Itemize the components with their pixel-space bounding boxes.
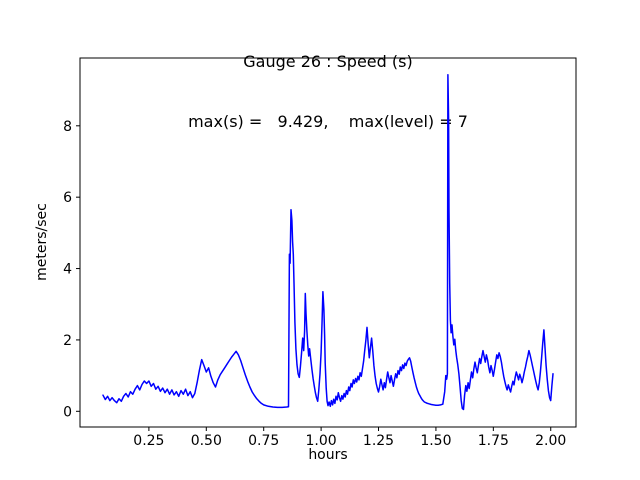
x-axis-label: hours: [308, 447, 348, 463]
x-tick-label: 1.25: [363, 433, 394, 449]
x-tick-label: 0.50: [191, 433, 222, 449]
x-tick-label: 0.75: [248, 433, 279, 449]
chart-title: Gauge 26 : Speed (s): [243, 52, 413, 71]
x-tick-label: 1.75: [478, 433, 509, 449]
y-tick-label: 6: [63, 190, 72, 206]
x-tick-label: 2.00: [535, 433, 566, 449]
chart-subtitle: max(s) = 9.429, max(level) = 7: [188, 112, 468, 131]
y-tick-label: 8: [63, 119, 72, 135]
x-tick-label: 1.00: [306, 433, 337, 449]
y-tick-label: 0: [63, 404, 72, 420]
speed-line: [102, 74, 554, 411]
y-tick-label: 4: [63, 262, 72, 278]
y-tick-label: 2: [63, 333, 72, 349]
plot-border: [79, 57, 577, 428]
title-block: Gauge 26 : Speed (s) max(s) = 9.429, max…: [80, 12, 576, 172]
x-tick-label: 1.50: [420, 433, 451, 449]
x-tick-label: 0.25: [133, 433, 164, 449]
